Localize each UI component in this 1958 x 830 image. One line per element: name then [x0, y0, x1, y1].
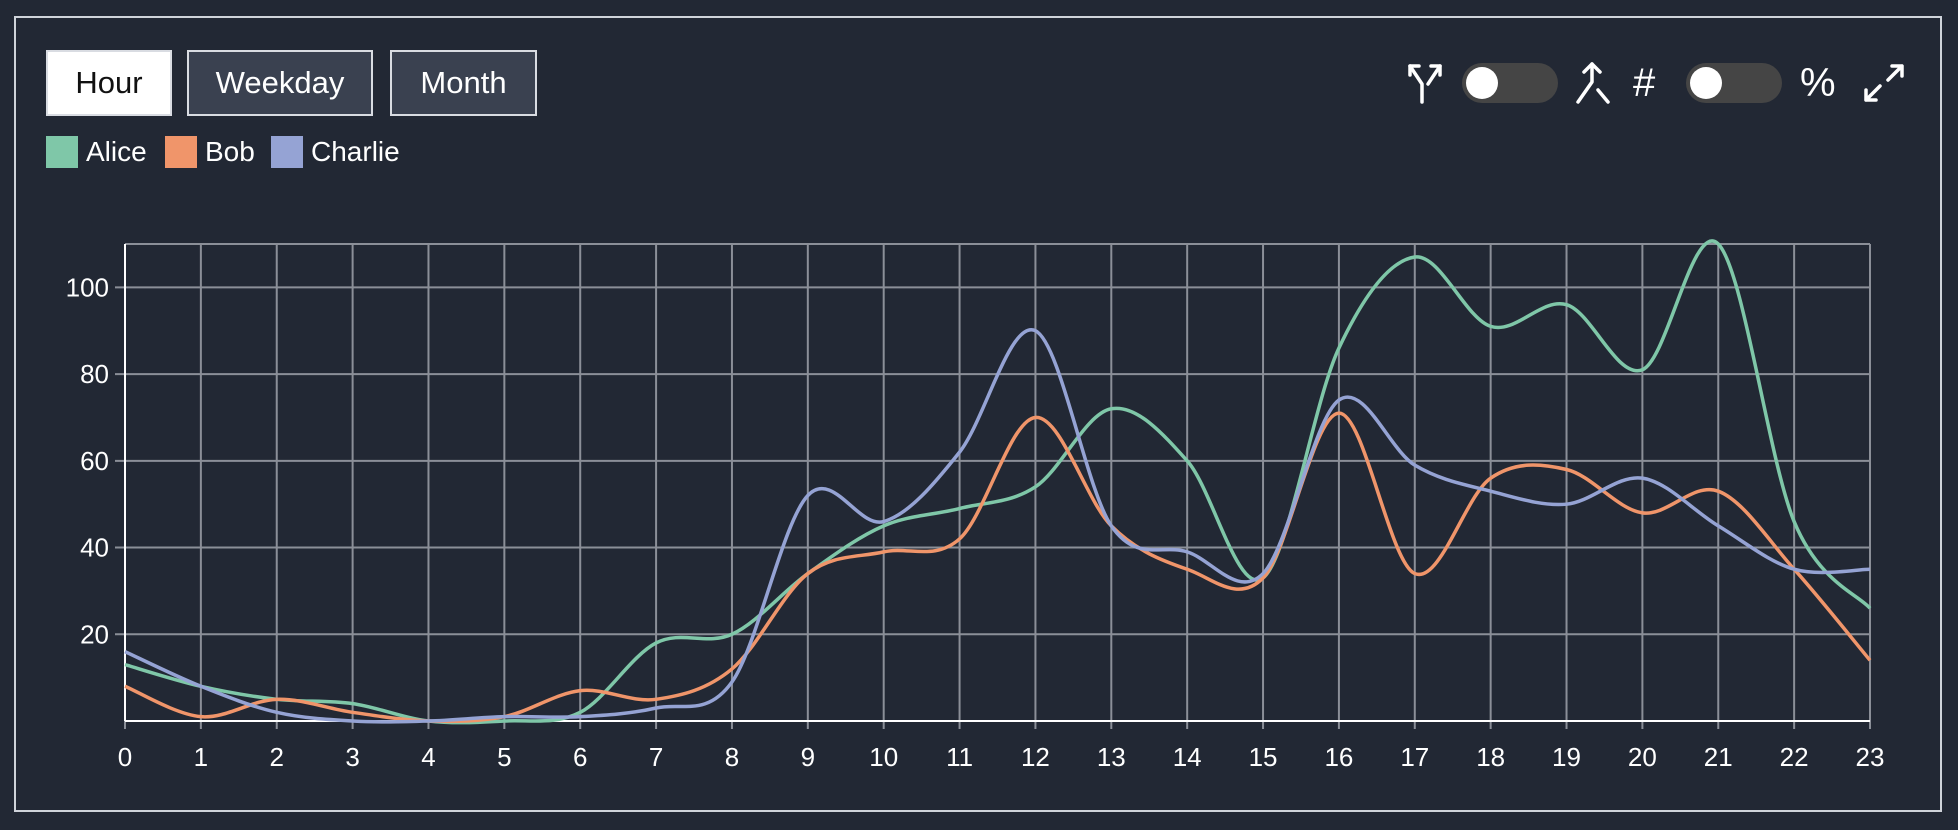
x-tick-label: 11: [946, 742, 973, 772]
x-tick-label: 16: [1324, 742, 1353, 772]
y-tick-label: 100: [66, 272, 109, 302]
percent-toggle[interactable]: [1686, 63, 1782, 103]
chart-axes: 0 1 2 3 4 5 6 7 8 9 10 11 12 13 14 15 16 17 18 19 20 21 22 2320…: [66, 244, 1885, 772]
x-tick-label: 6: [573, 742, 587, 772]
chart-lines: [124, 239, 1872, 725]
series-line-charlie: [124, 328, 1871, 724]
x-tick-label: 4: [421, 742, 435, 772]
month-button[interactable]: Month: [390, 50, 537, 116]
y-tick-label: 20: [80, 619, 109, 649]
x-tick-label: 13: [1097, 742, 1126, 772]
x-tick-label: 19: [1552, 742, 1581, 772]
percent-mode-icon[interactable]: %: [1800, 61, 1836, 105]
stacked-toggle[interactable]: [1462, 63, 1558, 103]
x-tick-label: 20: [1628, 742, 1657, 772]
x-tick-label: 23: [1856, 742, 1885, 772]
legend-swatch-bob: [165, 136, 197, 168]
x-tick-label: 5: [497, 742, 511, 772]
legend-item-alice[interactable]: Alice: [46, 136, 147, 168]
count-mode-icon[interactable]: #: [1633, 61, 1656, 105]
series-line-bob: [124, 411, 1872, 724]
x-tick-label: 2: [270, 742, 284, 772]
legend-label-charlie: Charlie: [311, 136, 400, 167]
x-tick-label: 9: [801, 742, 815, 772]
weekday-button[interactable]: Weekday: [187, 50, 373, 116]
legend-item-charlie[interactable]: Charlie: [271, 136, 400, 168]
percent-toggle-knob: [1690, 67, 1722, 99]
y-tick-label: 80: [80, 359, 109, 389]
x-tick-label: 14: [1173, 742, 1202, 772]
x-tick-label: 7: [649, 742, 663, 772]
x-tick-label: 12: [1021, 742, 1050, 772]
y-tick-label: 40: [80, 533, 109, 563]
x-tick-label: 10: [869, 742, 898, 772]
x-tick-label: 3: [345, 742, 359, 772]
x-tick-label: 17: [1400, 742, 1429, 772]
x-tick-label: 0: [118, 742, 132, 772]
legend-item-bob[interactable]: Bob: [165, 136, 255, 168]
x-tick-label: 18: [1476, 742, 1505, 772]
hour-button[interactable]: Hour: [46, 50, 172, 116]
split-arrows-icon[interactable]: [1404, 60, 1448, 106]
legend-label-alice: Alice: [86, 136, 147, 167]
x-tick-label: 15: [1249, 742, 1278, 772]
merge-arrows-icon[interactable]: [1572, 60, 1616, 106]
chart-panel: [14, 16, 1942, 812]
x-tick-label: 22: [1780, 742, 1809, 772]
series-line-alice: [124, 239, 1872, 725]
x-tick-label: 8: [725, 742, 739, 772]
legend-label-bob: Bob: [205, 136, 255, 167]
legend-swatch-alice: [46, 136, 78, 168]
stacked-toggle-knob: [1466, 67, 1498, 99]
legend-swatch-charlie: [271, 136, 303, 168]
y-tick-label: 60: [80, 446, 109, 476]
x-tick-label: 1: [194, 742, 208, 772]
expand-icon[interactable]: [1862, 60, 1906, 106]
x-tick-label: 21: [1704, 742, 1733, 772]
